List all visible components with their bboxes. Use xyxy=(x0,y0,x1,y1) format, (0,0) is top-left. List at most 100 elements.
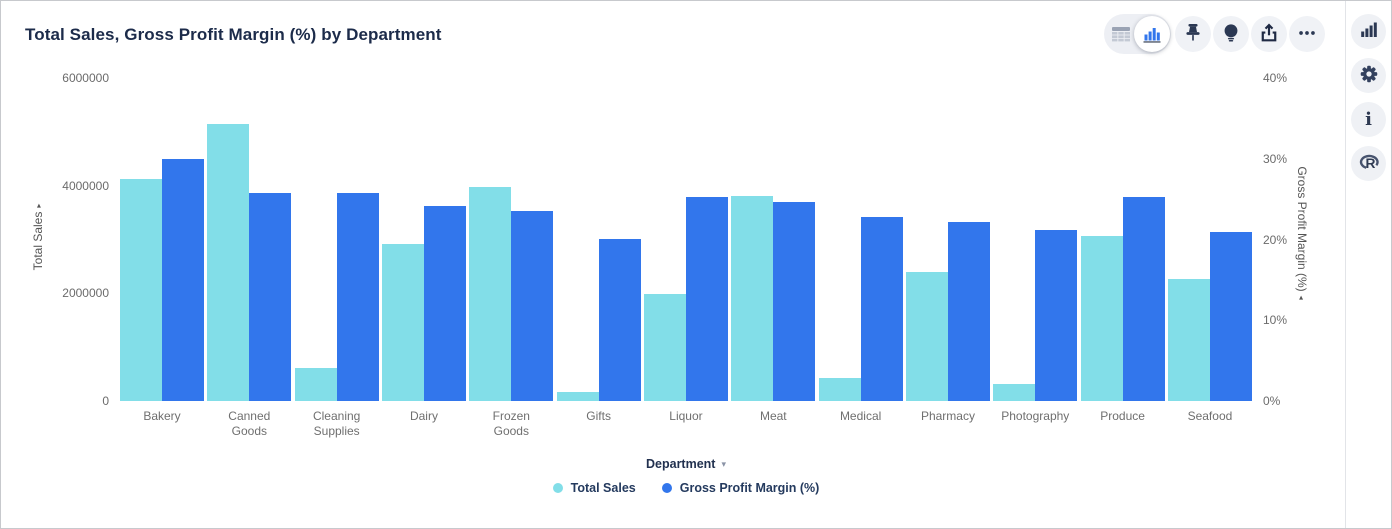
bar-total-sales[interactable] xyxy=(556,392,599,401)
legend-item[interactable]: Total Sales xyxy=(552,481,636,495)
bar-gross-profit-margin[interactable] xyxy=(947,222,990,401)
bar-total-sales[interactable] xyxy=(294,368,337,401)
toolbar xyxy=(1104,14,1325,54)
view-toggle[interactable] xyxy=(1104,14,1171,54)
bar-chart-icon xyxy=(1359,20,1379,43)
info-icon: i xyxy=(1365,108,1372,130)
right-axis-tick-label: 30% xyxy=(1263,151,1288,166)
legend: Total Sales Gross Profit Margin (%) xyxy=(120,481,1252,495)
left-axis-tick-label: 4000000 xyxy=(62,178,109,193)
right-axis-title[interactable]: Gross Profit Margin (%) ◂ xyxy=(1295,166,1309,299)
share-icon xyxy=(1258,22,1280,47)
bar-gross-profit-margin[interactable] xyxy=(1209,232,1252,401)
legend-swatch xyxy=(552,483,563,493)
bar-gross-profit-margin[interactable] xyxy=(685,197,728,401)
bar-gross-profit-margin[interactable] xyxy=(249,193,292,401)
info-button[interactable]: i xyxy=(1351,102,1386,137)
bar-total-sales[interactable] xyxy=(469,187,512,401)
x-axis-category-label: Photography xyxy=(1001,409,1070,423)
bar-total-sales[interactable] xyxy=(643,294,686,401)
x-axis-category-label: Dairy xyxy=(409,409,438,423)
bar-total-sales[interactable] xyxy=(120,179,162,401)
right-axis-title-text: Gross Profit Margin (%) xyxy=(1295,166,1309,292)
bar-group xyxy=(469,187,554,401)
chart-view-icon[interactable] xyxy=(1134,16,1170,52)
table-view-icon[interactable] xyxy=(1104,25,1137,43)
axis-sort-arrow: ◂ xyxy=(1297,295,1307,300)
right-axis-tick-label: 10% xyxy=(1263,313,1288,328)
ellipsis-icon xyxy=(1296,22,1318,47)
plot-area xyxy=(120,78,1252,401)
x-axis-category-label: Pharmacy xyxy=(920,409,975,423)
x-axis-title[interactable]: Department ▾ xyxy=(120,457,1252,471)
bar-total-sales[interactable] xyxy=(818,378,861,401)
right-axis-tick-label: 40% xyxy=(1263,71,1288,85)
bar-group xyxy=(120,159,204,401)
bar-gross-profit-margin[interactable] xyxy=(860,217,903,401)
bar-group xyxy=(643,197,728,401)
x-axis-category-label: Bakery xyxy=(143,409,181,423)
x-axis-category-label: Medical xyxy=(839,409,882,423)
bar-total-sales[interactable] xyxy=(1080,236,1123,401)
bar-gross-profit-margin[interactable] xyxy=(162,159,204,401)
x-axis-category-label: Seafood xyxy=(1187,409,1233,423)
axis-sort-arrow: ▸ xyxy=(33,203,43,208)
bar-gross-profit-margin[interactable] xyxy=(773,202,816,401)
bar-gross-profit-margin[interactable] xyxy=(598,239,641,401)
lightbulb-button[interactable] xyxy=(1213,16,1249,52)
x-axis-category-label: Liquor xyxy=(669,409,703,423)
x-axis-category-label: Cleaning Supplies xyxy=(312,409,361,438)
x-axis-category-label: Meat xyxy=(759,409,787,423)
bar-total-sales[interactable] xyxy=(1167,279,1210,401)
bar-gross-profit-margin[interactable] xyxy=(336,193,379,401)
settings-button[interactable] xyxy=(1351,58,1386,93)
gear-icon xyxy=(1358,63,1380,88)
pin-icon xyxy=(1182,22,1204,47)
share-button[interactable] xyxy=(1251,16,1287,52)
bar-group xyxy=(818,217,903,401)
bar-gross-profit-margin[interactable] xyxy=(511,211,554,401)
bar-gross-profit-margin[interactable] xyxy=(1035,230,1078,401)
r-logo-button[interactable]: R xyxy=(1351,146,1386,181)
page-title: Total Sales, Gross Profit Margin (%) by … xyxy=(25,25,442,44)
bar-group xyxy=(556,239,641,401)
legend-label: Gross Profit Margin (%) xyxy=(679,481,820,495)
svg-text:R: R xyxy=(1365,156,1375,171)
bar-group xyxy=(1167,232,1252,401)
left-axis-title[interactable]: Total Sales ▸ xyxy=(31,204,45,271)
pin-button[interactable] xyxy=(1175,16,1211,52)
left-axis-tick-label: 2000000 xyxy=(62,286,109,301)
x-axis-category-label: Canned Goods xyxy=(228,409,271,438)
legend-label: Total Sales xyxy=(570,481,636,495)
bar-group xyxy=(381,206,466,401)
lightbulb-icon xyxy=(1220,22,1242,47)
bar-gross-profit-margin[interactable] xyxy=(1122,197,1165,401)
bar-total-sales[interactable] xyxy=(381,244,424,401)
bar-total-sales[interactable] xyxy=(731,196,774,401)
right-axis-tick-label: 0% xyxy=(1263,394,1281,408)
legend-swatch xyxy=(661,483,672,493)
bar-group xyxy=(905,222,990,401)
bar-group xyxy=(207,124,292,401)
x-axis-category-label: Produce xyxy=(1100,409,1145,423)
charts-panel-button[interactable] xyxy=(1351,14,1386,49)
bar-group xyxy=(294,193,379,401)
bar-total-sales[interactable] xyxy=(993,384,1036,401)
bar-total-sales[interactable] xyxy=(207,124,250,401)
right-axis-tick-label: 20% xyxy=(1263,232,1288,247)
bar-gross-profit-margin[interactable] xyxy=(423,206,466,401)
left-axis-title-text: Total Sales xyxy=(31,211,45,271)
legend-item[interactable]: Gross Profit Margin (%) xyxy=(661,481,820,495)
bar-total-sales[interactable] xyxy=(905,272,948,401)
right-rail: i R xyxy=(1345,1,1391,528)
chevron-down-icon: ▾ xyxy=(721,458,726,469)
bar-group xyxy=(731,196,816,401)
x-axis-labels: Bakery Canned Goods Cleaning Supplies Dairy… xyxy=(120,409,1252,439)
bar-group xyxy=(993,230,1078,401)
x-axis-title-text: Department xyxy=(646,457,716,471)
r-logo-icon: R xyxy=(1358,151,1380,176)
bar-group xyxy=(1080,197,1165,401)
more-options-button[interactable] xyxy=(1289,16,1325,52)
left-axis-tick-label: 6000000 xyxy=(62,71,109,85)
